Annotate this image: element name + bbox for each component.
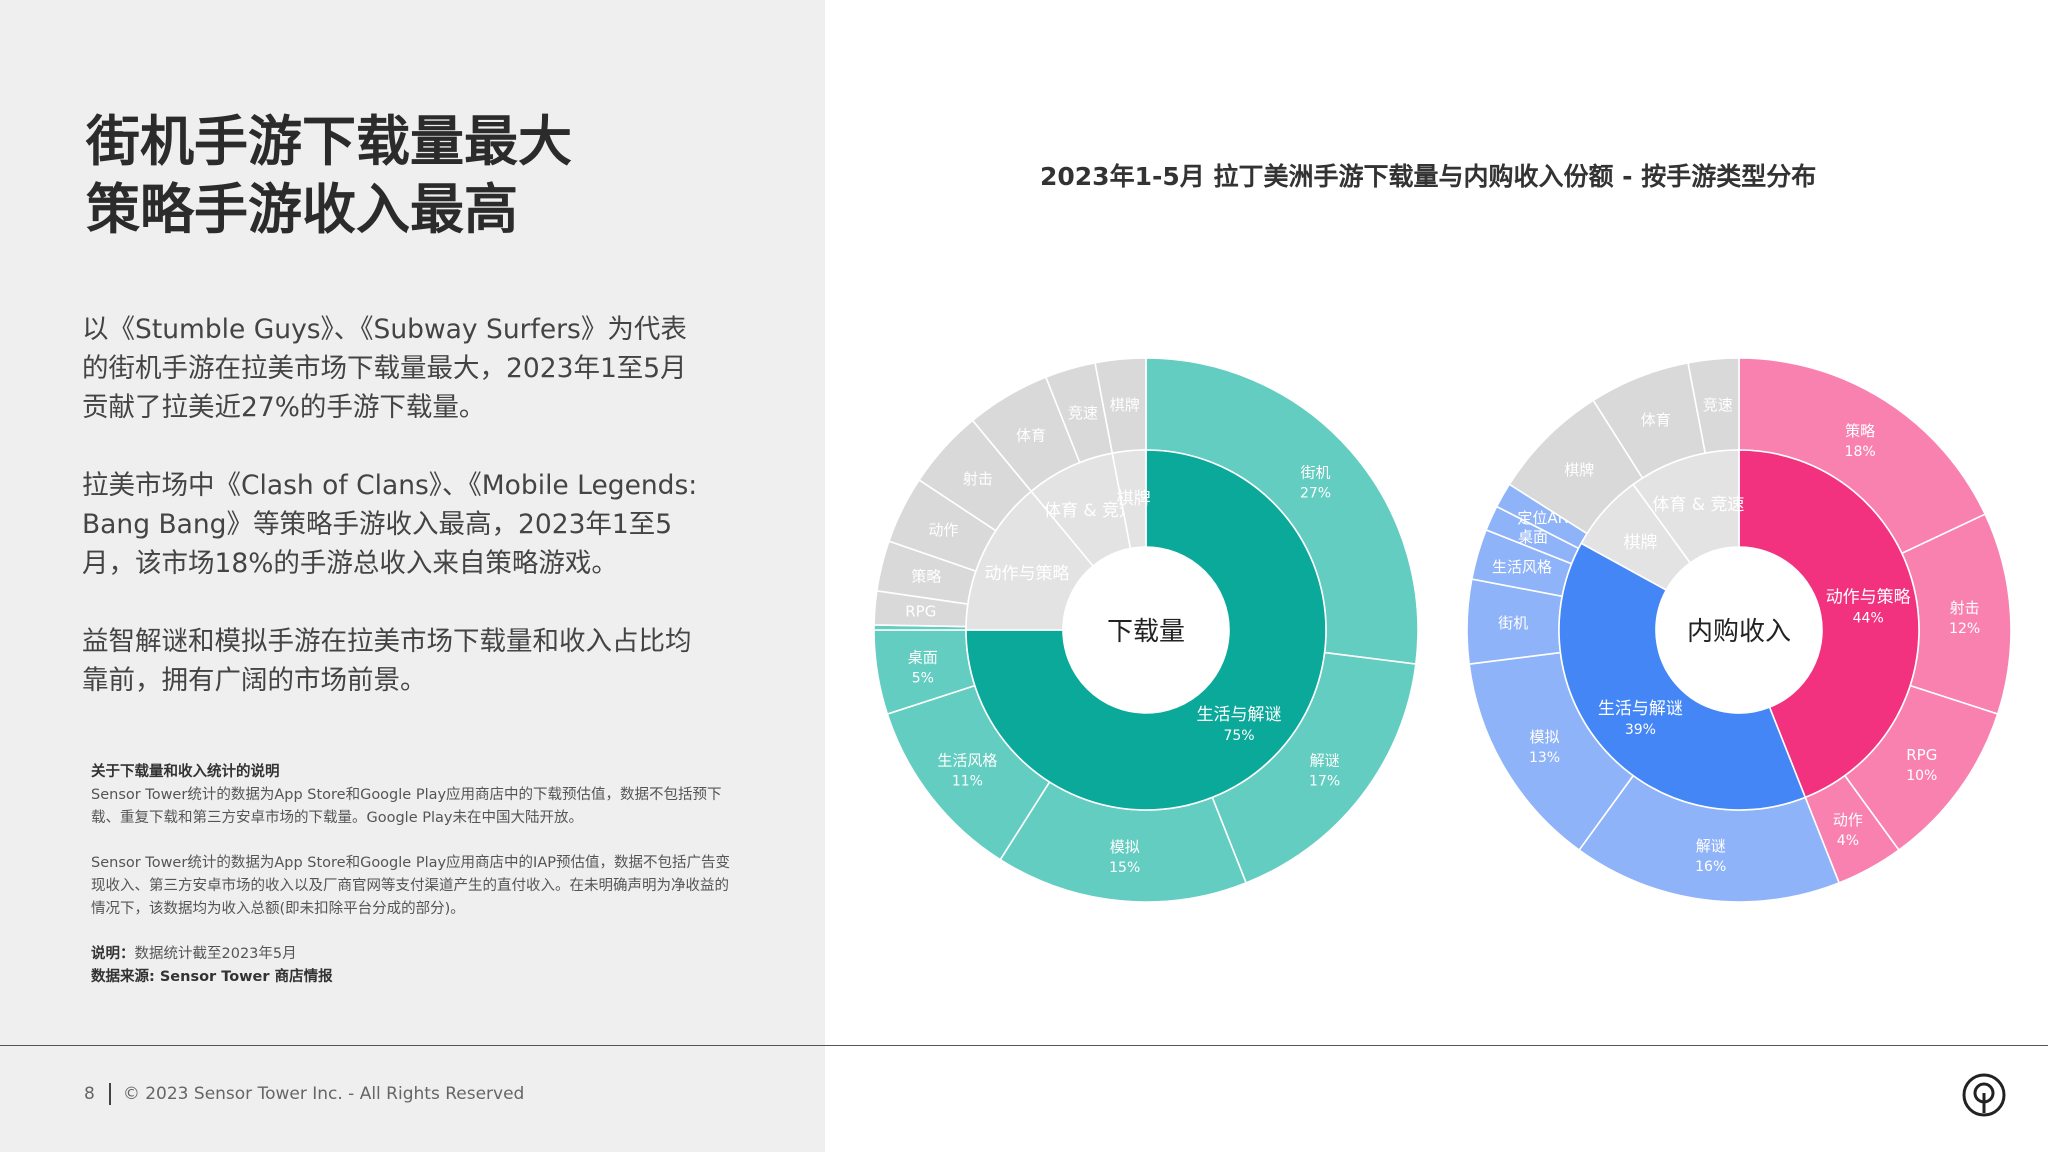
headline-line-1: 街机手游下载量最大	[86, 110, 572, 173]
paragraph-arcade: 以《Stumble Guys》、《Subway Surfers》为代表的街机手游…	[82, 314, 687, 423]
chart-0-outer-label-8: 动作	[928, 521, 958, 539]
chart-0-outer-label-0: 街机	[1300, 464, 1330, 482]
chart-1-outer-label-7: 生活风格	[1492, 558, 1552, 576]
footer: 8 © 2023 Sensor Tower Inc. - All Rights …	[84, 1083, 524, 1105]
chart-0-inner-label-1: 动作与策略	[985, 564, 1070, 584]
chart-0-outer-value-0: 27%	[1300, 486, 1331, 502]
chart-0-inner-label-3: 棋牌	[1117, 489, 1151, 509]
paragraph-strategy: 拉美市场中《Clash of Clans》、《Mobile Legends: B…	[82, 470, 698, 579]
chart-1-outer-value-2: 10%	[1906, 768, 1937, 784]
chart-1-outer-value-3: 4%	[1837, 833, 1859, 849]
chart-1-outer-value-4: 16%	[1695, 859, 1726, 875]
footer-divider	[108, 1083, 111, 1105]
chart-1-inner-label-0: 动作与策略	[1826, 587, 1911, 607]
notes-revenue: Sensor Tower统计的数据为App Store和Google Play应…	[91, 855, 730, 917]
chart-1-outer-label-0: 策略	[1845, 422, 1875, 440]
chart-1-outer-label-10: 棋牌	[1564, 461, 1594, 479]
chart-0-outer-label-2: 模拟	[1110, 838, 1140, 856]
sensor-tower-logo-icon	[1962, 1073, 2006, 1117]
chart-0-outer-value-4: 5%	[912, 670, 934, 686]
left-panel: 街机手游下载量最大 策略手游收入最高 以《Stumble Guys》、《Subw…	[0, 0, 825, 1152]
chart-1-outer-value-5: 13%	[1529, 750, 1560, 766]
chart-0-center-hole	[1063, 547, 1229, 713]
chart-1-inner-value-1: 39%	[1625, 722, 1656, 738]
chart-1-inner-label-3: 体育 & 竞速	[1652, 495, 1744, 515]
chart-1-inner-label-1: 生活与解谜	[1598, 699, 1683, 719]
chart-1-outer-value-1: 12%	[1949, 621, 1980, 637]
chart-1-outer-label-12: 竞速	[1703, 396, 1733, 414]
chart-0-outer-value-3: 11%	[952, 774, 983, 790]
chart-1-outer-label-5: 模拟	[1529, 728, 1559, 746]
sunburst-charts: 街机27%解谜17%模拟15%生活风格11%桌面5%RPG策略动作射击体育竞速棋…	[873, 357, 2012, 903]
copyright: © 2023 Sensor Tower Inc. - All Rights Re…	[122, 1084, 525, 1104]
chart-0-outer-label-4: 桌面	[908, 648, 938, 666]
chart-1-center-hole	[1656, 547, 1822, 713]
paragraph-puzzle-sim: 益智解谜和模拟手游在拉美市场下载量和收入占比均靠前，拥有广阔的市场前景。	[82, 626, 692, 696]
chart-1-outer-label-2: RPG	[1906, 746, 1937, 764]
chart-0-outer-value-2: 15%	[1109, 860, 1140, 876]
headline-line-2: 策略手游收入最高	[86, 178, 518, 241]
chart-0-inner-label-0: 生活与解谜	[1197, 705, 1282, 725]
chart-title: 2023年1-5月 拉丁美洲手游下载量与内购收入份额 - 按手游类型分布	[1040, 162, 1817, 191]
chart-0-outer-label-1: 解谜	[1310, 752, 1340, 770]
chart-0-inner-label-2: 体育 & 竞速	[1044, 501, 1136, 521]
notes-title: 关于下载量和收入统计的说明	[91, 764, 280, 780]
chart-1-inner-segment-3	[1632, 449, 1740, 564]
notes-source: 数据来源: Sensor Tower 商店情报	[91, 969, 333, 985]
chart-1-outer-label-4: 解谜	[1696, 837, 1726, 855]
chart-0-outer-label-10: 体育	[1016, 427, 1046, 445]
chart-0-outer-label-9: 射击	[963, 470, 993, 488]
chart-1-outer-label-3: 动作	[1833, 811, 1863, 829]
notes-explain: 说明：数据统计截至2023年5月	[91, 943, 731, 966]
page-number: 8	[84, 1084, 95, 1104]
notes-downloads: Sensor Tower统计的数据为App Store和Google Play应…	[91, 787, 722, 826]
chart-1-outer-label-6: 街机	[1498, 614, 1528, 632]
chart-1-outer-value-0: 18%	[1845, 444, 1876, 460]
chart-0-outer-label-3: 生活风格	[937, 752, 997, 770]
headline: 街机手游下载量最大 策略手游收入最高	[86, 108, 572, 244]
chart-0-inner-value-0: 75%	[1223, 728, 1254, 744]
chart-1-center-label: 内购收入	[1687, 617, 1791, 647]
notes-explain-label: 说明：	[91, 946, 135, 962]
chart-0-center-label: 下载量	[1107, 617, 1185, 647]
notes: 关于下载量和收入统计的说明 Sensor Tower统计的数据为App Stor…	[91, 761, 731, 989]
chart-1-outer-label-11: 体育	[1641, 411, 1671, 429]
chart-0-outer-value-1: 17%	[1309, 774, 1340, 790]
notes-explain-text: 数据统计截至2023年5月	[134, 946, 297, 962]
chart-1-inner-label-2: 棋牌	[1623, 533, 1657, 553]
chart-0-outer-label-12: 棋牌	[1110, 396, 1140, 414]
chart-0-outer-label-7: 策略	[911, 568, 941, 586]
chart-1-inner-value-0: 44%	[1853, 610, 1884, 626]
chart-1-outer-label-1: 射击	[1950, 599, 1980, 617]
chart-1-outer-label-8: 桌面	[1518, 528, 1548, 546]
chart-0-outer-label-6: RPG	[905, 603, 936, 621]
footer-rule	[0, 1045, 2048, 1046]
chart-0-outer-label-11: 竞速	[1068, 404, 1098, 422]
